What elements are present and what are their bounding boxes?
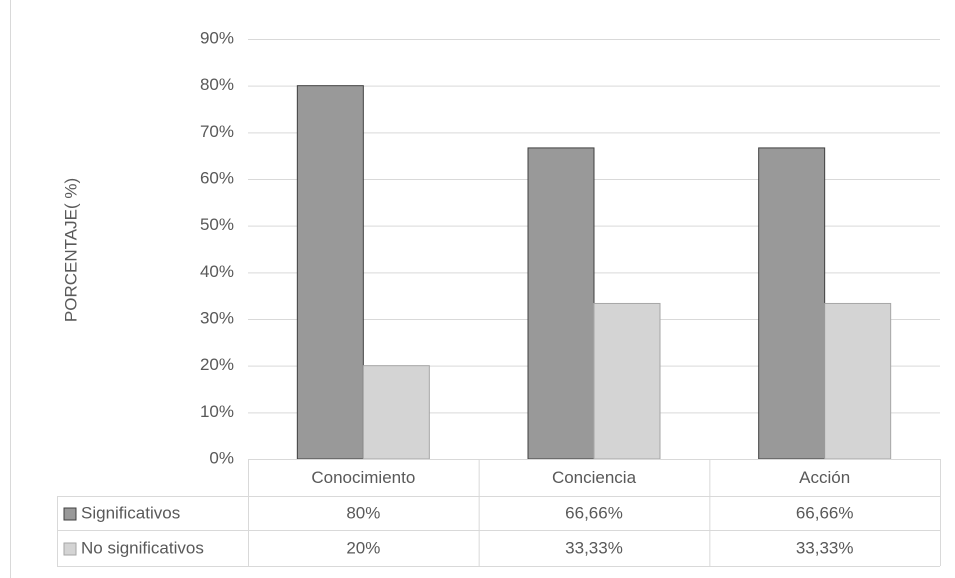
table-value: 80% (346, 503, 380, 522)
table-value: 33,33% (565, 538, 623, 557)
table-value: 66,66% (796, 503, 854, 522)
bar (296, 85, 364, 460)
y-tick-label: 50% (200, 215, 234, 234)
legend-swatch (63, 507, 77, 521)
legend-label: No significativos (81, 538, 204, 557)
legend-label: Significativos (81, 503, 180, 522)
table-value: 33,33% (796, 538, 854, 557)
y-tick-label: 80% (200, 75, 234, 94)
bar (362, 365, 430, 460)
table-value: 20% (346, 538, 380, 557)
y-tick-label: 70% (200, 122, 234, 141)
y-tick-label: 40% (200, 262, 234, 281)
y-tick-label: 90% (200, 28, 234, 47)
y-tick-label: 0% (209, 448, 234, 467)
bar (758, 147, 826, 460)
y-tick-label: 20% (200, 355, 234, 374)
bar (593, 302, 661, 460)
bar (527, 147, 595, 460)
y-axis-label: PORCENTAJE( %) (61, 178, 80, 322)
legend-swatch (63, 542, 77, 556)
table-value: 66,66% (565, 503, 623, 522)
y-tick-label: 60% (200, 168, 234, 187)
bar (824, 302, 892, 460)
x-tick-label: Conocimiento (311, 468, 415, 487)
x-tick-label: Conciencia (552, 468, 637, 487)
y-tick-label: 30% (200, 308, 234, 327)
y-tick-label: 10% (200, 402, 234, 421)
x-tick-label: Acción (799, 468, 850, 487)
